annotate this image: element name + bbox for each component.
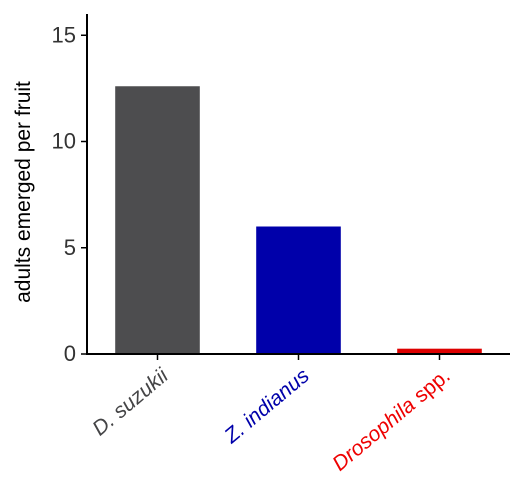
y-tick-label-3: 15 xyxy=(52,22,76,47)
labels: 0 5 10 15 D. suzukii Z. indianus Drosophila sp… xyxy=(12,22,455,475)
y-tick-label-0: 0 xyxy=(64,341,76,366)
bar-2 xyxy=(397,348,482,354)
bars xyxy=(115,86,482,354)
y-tick-label-2: 10 xyxy=(52,129,76,154)
x-tick-label-2-part-0: Drosophila xyxy=(328,393,420,475)
bar-0 xyxy=(115,86,200,354)
bar-1 xyxy=(256,226,341,354)
x-tick-label-1-part-0: Z. indianus xyxy=(219,364,314,449)
y-tick-label-1: 5 xyxy=(64,235,76,260)
x-tick-label-2: Drosophila spp. xyxy=(328,364,455,475)
y-axis-title: adults emerged per fruit xyxy=(12,81,35,303)
x-tick-label-0: D. suzukii xyxy=(88,363,174,440)
axes xyxy=(81,14,510,360)
x-tick-label-0-part-0: D. suzukii xyxy=(88,363,174,440)
x-tick-label-1: Z. indianus xyxy=(219,364,314,449)
